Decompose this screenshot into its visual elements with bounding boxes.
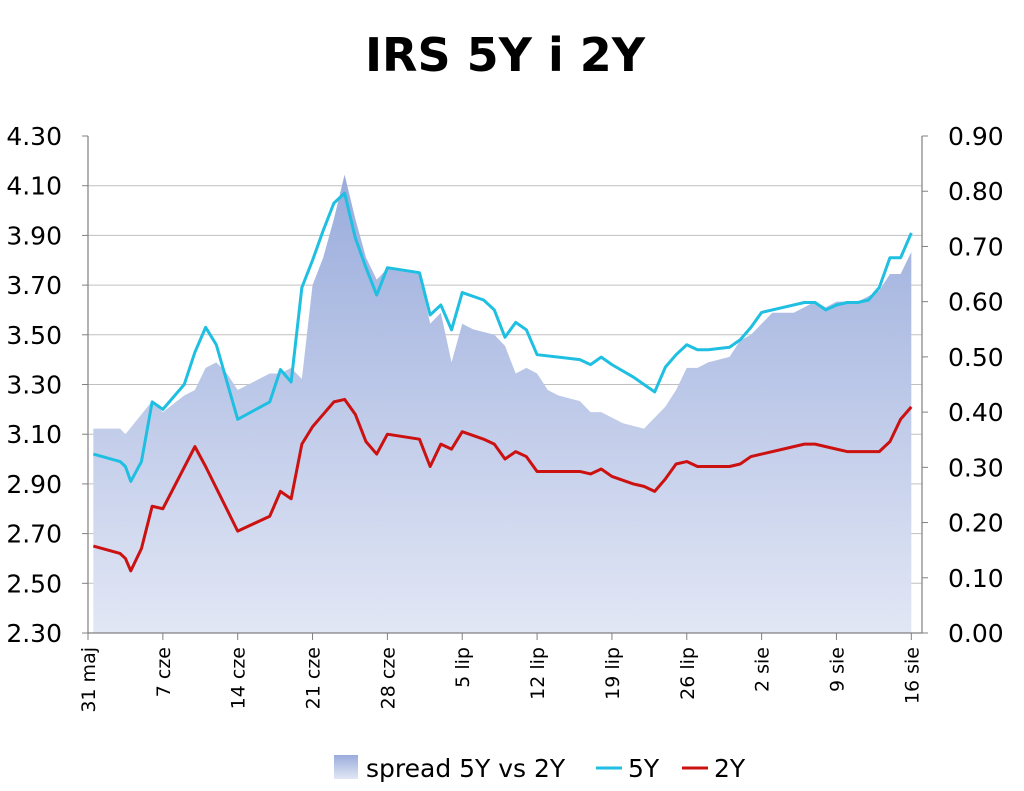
right-tick-label: 0.00 <box>948 619 1004 648</box>
left-tick-label: 2.50 <box>6 569 62 598</box>
left-tick-label: 2.90 <box>6 470 62 499</box>
left-axis-ticks: 4.30 4.10 3.90 3.70 3.50 3.30 3.10 2.90 2.70 2.50… <box>6 122 88 648</box>
legend-label-2y: 2Y <box>714 754 746 783</box>
right-tick-label: 0.30 <box>948 453 1004 482</box>
x-tick-label: 21 cze <box>303 647 325 709</box>
spread-area-shape <box>93 174 912 633</box>
left-tick-label: 3.50 <box>6 321 62 350</box>
left-tick-label: 3.70 <box>6 271 62 300</box>
left-tick-label: 3.90 <box>6 221 62 250</box>
x-tick-label: 16 sie <box>901 647 923 704</box>
right-tick-label: 0.90 <box>948 122 1004 151</box>
right-tick-label: 0.60 <box>948 288 1004 317</box>
legend-swatch-spread <box>334 755 358 779</box>
series-5y-line <box>92 191 913 483</box>
series-lines <box>92 191 913 573</box>
x-tick-label: 7 cze <box>153 647 175 697</box>
x-axis-ticks: 31 maj 7 cze 14 cze 21 cze 28 cze 5 lip 12 lip… <box>78 633 923 713</box>
x-tick-label: 28 cze <box>377 647 399 709</box>
x-tick-label: 19 lip <box>602 647 624 700</box>
legend-label-5y: 5Y <box>628 754 660 783</box>
legend-label-spread: spread 5Y vs 2Y <box>366 754 566 783</box>
left-tick-label: 4.10 <box>6 172 62 201</box>
right-tick-label: 0.50 <box>948 343 1004 372</box>
right-axis-ticks: 0.90 0.80 0.70 0.60 0.50 0.40 0.30 0.20 0.10 0.00 <box>922 122 1004 648</box>
right-tick-label: 0.80 <box>948 177 1004 206</box>
right-tick-label: 0.40 <box>948 398 1004 427</box>
spread-area <box>93 174 912 633</box>
right-tick-label: 0.20 <box>948 509 1004 538</box>
x-tick-label: 12 lip <box>527 647 549 700</box>
x-tick-label: 2 sie <box>752 647 774 692</box>
left-tick-label: 4.30 <box>6 122 62 151</box>
left-tick-label: 2.30 <box>6 619 62 648</box>
legend: spread 5Y vs 2Y 5Y 2Y <box>334 754 746 783</box>
x-tick-label: 5 lip <box>452 647 474 688</box>
right-tick-label: 0.10 <box>948 564 1004 593</box>
x-tick-label: 31 maj <box>78 647 100 713</box>
right-tick-label: 0.70 <box>948 232 1004 261</box>
left-tick-label: 2.70 <box>6 520 62 549</box>
x-tick-label: 14 cze <box>228 647 250 709</box>
left-tick-label: 3.30 <box>6 371 62 400</box>
chart-title: IRS 5Y i 2Y <box>364 28 646 82</box>
left-tick-label: 3.10 <box>6 420 62 449</box>
x-tick-label: 9 sie <box>826 647 848 692</box>
series-2y-line <box>92 397 913 573</box>
x-tick-label: 26 lip <box>677 647 699 700</box>
